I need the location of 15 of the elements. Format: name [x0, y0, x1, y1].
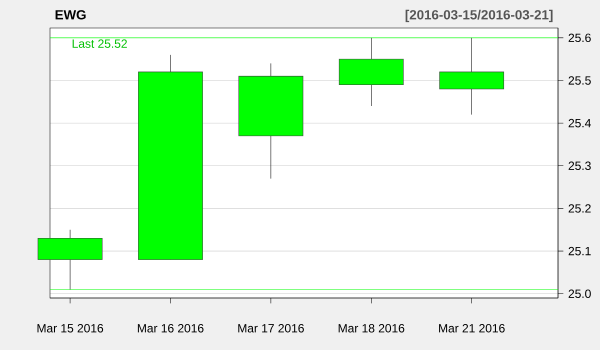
x-tick-label: Mar 15 2016 — [38, 324, 104, 332]
x-tick-label: Mar 18 2016 — [338, 324, 404, 332]
y-tick-label: 25.6 — [568, 34, 591, 42]
y-tick-label: 25.5 — [568, 76, 591, 85]
chart-title: EWG — [56, 10, 86, 20]
x-tick-label: Mar 16 2016 — [138, 324, 204, 332]
y-tick-label: 25.0 — [568, 289, 591, 298]
y-tick-label: 25.1 — [568, 246, 591, 256]
y-tick-label: 25.2 — [568, 204, 591, 213]
x-tick-label: Mar 17 2016 — [238, 324, 304, 332]
y-tick-label: 25.4 — [568, 118, 591, 128]
ref-line-label: Last 25.52 — [72, 39, 127, 48]
text: [2016-03-15/2016-03-21] — [406, 10, 553, 22]
y-tick-label: 25.3 — [568, 162, 591, 170]
x-tick-label: Mar 21 2016 — [439, 324, 505, 332]
